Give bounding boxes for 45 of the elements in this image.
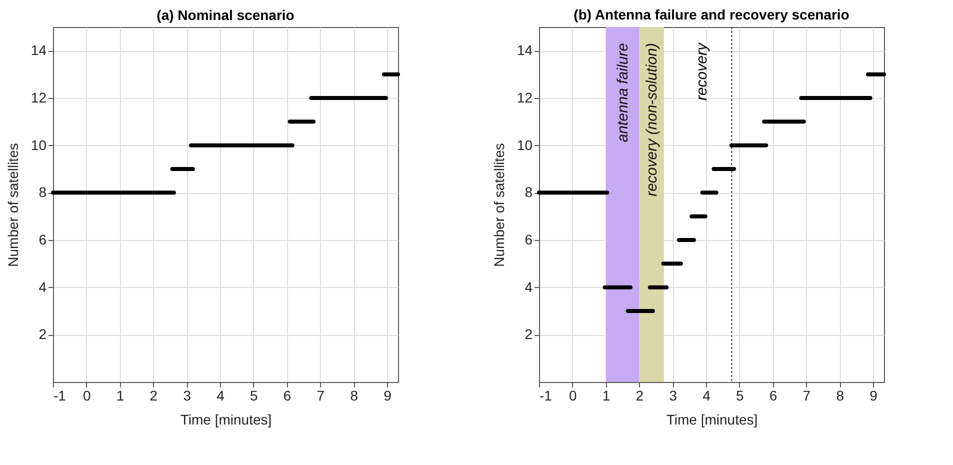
- x-tick-label: 5: [250, 388, 258, 404]
- y-tick-label: 2: [524, 326, 533, 342]
- x-tick-label: 2: [636, 388, 644, 404]
- chart-title: (b) Antenna failure and recovery scenario: [574, 6, 850, 22]
- x-tick-label: 4: [216, 388, 225, 404]
- y-tick-label: 6: [524, 232, 533, 248]
- x-axis-title: Time [minutes]: [666, 412, 758, 428]
- x-tick-label: 3: [669, 388, 678, 404]
- x-tick-label: 7: [802, 388, 811, 404]
- band-label: antenna failure: [614, 43, 632, 142]
- x-tick-label: -1: [540, 388, 552, 404]
- y-tick-label: 6: [38, 232, 47, 248]
- x-axis-title: Time [minutes]: [180, 412, 272, 428]
- y-tick-label: 10: [30, 136, 47, 153]
- y-tick-label: 4: [524, 278, 533, 295]
- chart-title: (a) Nominal scenario: [156, 7, 294, 23]
- x-tick-label: 7: [316, 388, 325, 404]
- y-tick-label: 14: [516, 42, 533, 58]
- x-tick-label: -1: [54, 388, 66, 404]
- y-tick-label: 2: [38, 326, 47, 342]
- x-tick-label: 2: [150, 388, 158, 404]
- y-tick-label: 4: [38, 278, 47, 295]
- y-tick-label: 8: [524, 184, 533, 200]
- x-tick-label: 9: [870, 388, 878, 404]
- x-tick-label: 4: [702, 388, 711, 404]
- x-tick-label: 3: [183, 388, 192, 404]
- ref-line-label: recovery: [694, 42, 711, 101]
- x-tick-label: 1: [602, 388, 610, 404]
- y-axis-title: Number of satellites: [490, 143, 507, 267]
- x-tick-label: 0: [569, 388, 577, 404]
- y-tick-label: 8: [38, 184, 47, 200]
- y-tick-label: 12: [516, 90, 533, 106]
- x-tick-label: 1: [116, 388, 124, 404]
- x-tick-label: 8: [350, 388, 358, 404]
- x-tick-label: 6: [769, 388, 778, 404]
- band-label: recovery (non-solution): [644, 43, 661, 196]
- x-tick-label: 0: [83, 388, 91, 404]
- x-tick-label: 5: [736, 388, 744, 404]
- y-tick-label: 14: [30, 42, 47, 58]
- y-tick-label: 12: [30, 90, 47, 106]
- x-tick-label: 6: [283, 388, 292, 404]
- y-tick-label: 10: [516, 136, 533, 153]
- x-tick-label: 9: [384, 388, 392, 404]
- y-axis-title: Number of satellites: [4, 143, 21, 267]
- x-tick-label: 8: [836, 388, 844, 404]
